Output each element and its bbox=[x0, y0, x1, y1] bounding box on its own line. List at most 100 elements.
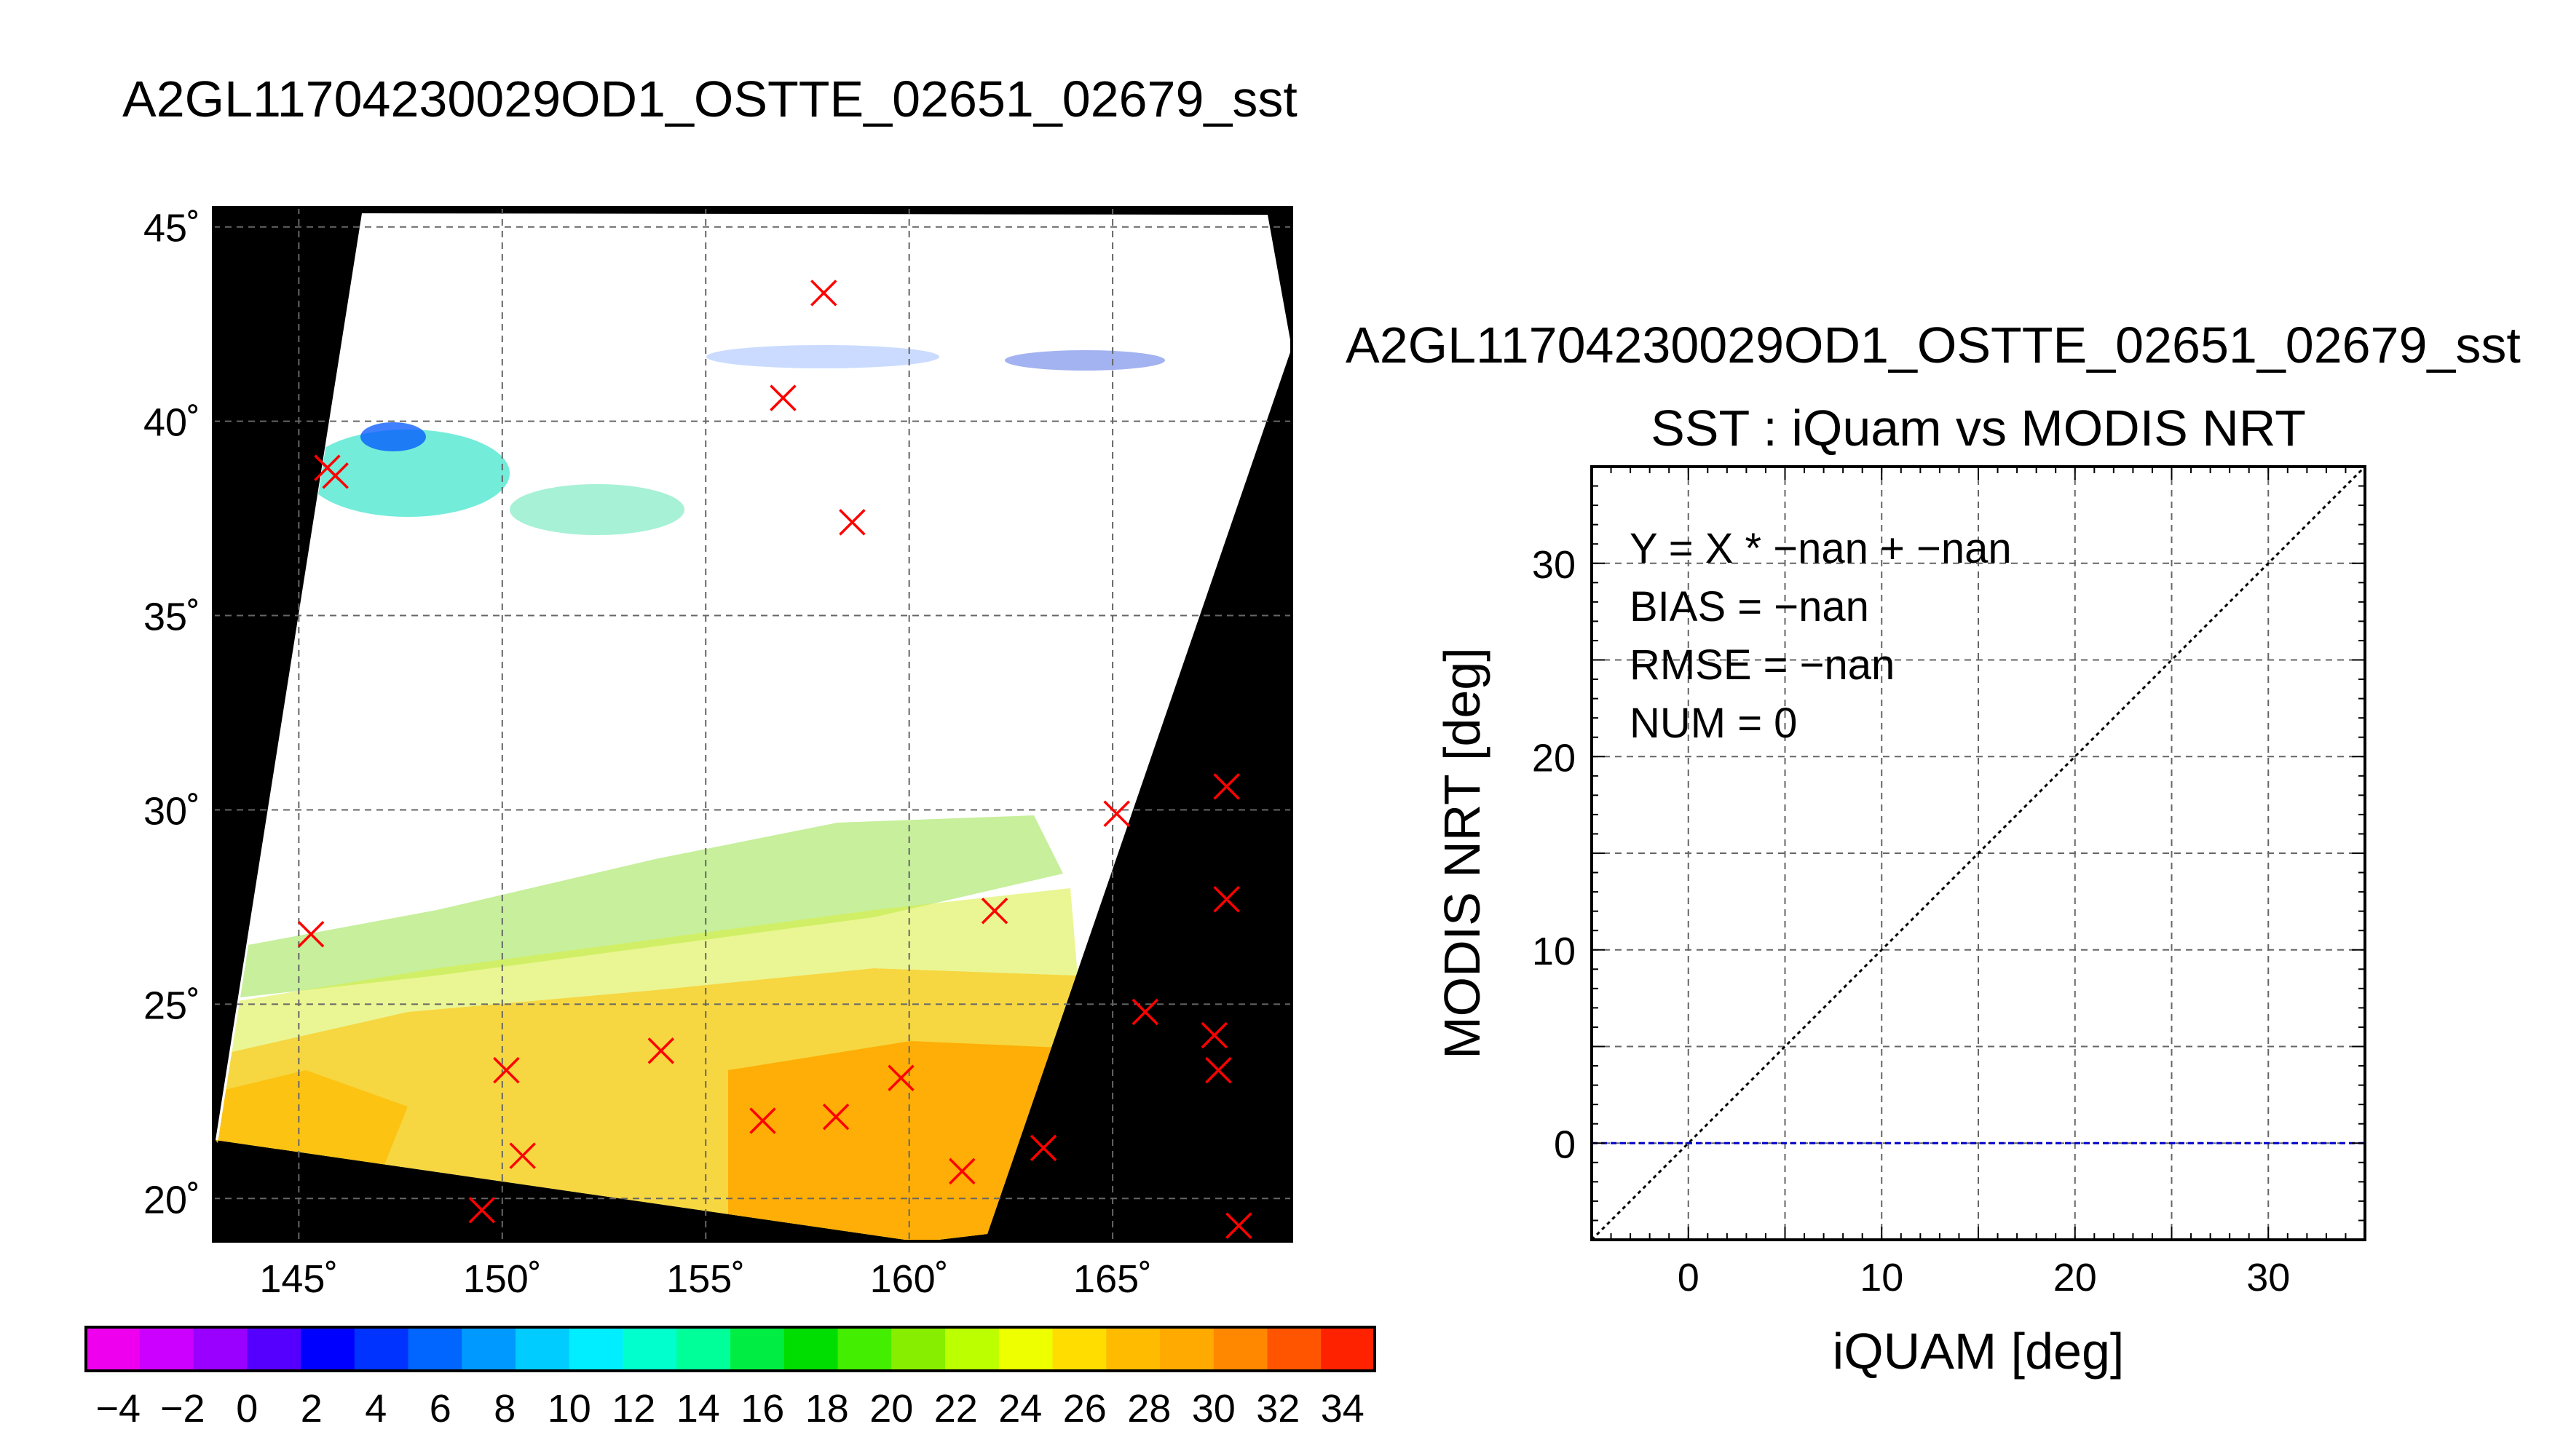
map-marker bbox=[1205, 1056, 1232, 1084]
map-marker-stroke bbox=[509, 1142, 536, 1169]
sst-patch-blue bbox=[360, 422, 426, 451]
colorbar-cell bbox=[1267, 1327, 1322, 1371]
map-y-tick-label: 20˚ bbox=[143, 1178, 200, 1222]
map-marker bbox=[770, 384, 797, 411]
map-title: A2GL11704230029OD1_OSTTE_02651_02679_sst bbox=[122, 71, 1298, 127]
scatter-title: SST : iQuam vs MODIS NRT bbox=[1651, 400, 2306, 456]
map-marker-stroke bbox=[839, 509, 866, 536]
scatter-x-tick-label: 20 bbox=[2053, 1256, 2097, 1299]
colorbar-tick-label: 12 bbox=[612, 1387, 655, 1431]
map-x-tick-label: 165˚ bbox=[1073, 1257, 1152, 1301]
sst-band-green bbox=[240, 815, 1063, 997]
map-marker-stroke bbox=[949, 1158, 976, 1185]
scatter-y-tick-label: 10 bbox=[1532, 930, 1576, 973]
map-panel: 145˚ 150˚ 155˚ 160˚ 165˚ 20˚ 25˚ 30˚ 35˚ 40˚ 45˚ bbox=[143, 206, 1293, 1301]
colorbar-cell bbox=[676, 1327, 731, 1371]
scatter-y-tick-label: 20 bbox=[1532, 736, 1576, 780]
colorbar-cell bbox=[998, 1327, 1054, 1371]
colorbar-cell bbox=[891, 1327, 946, 1371]
colorbar-cell bbox=[837, 1327, 892, 1371]
colorbar-tick-labels: −4 −2 0 2 4 6 8 10 12 14 16 18 20 22 24 26 28 30 32 34 bbox=[95, 1387, 1364, 1431]
map-marker bbox=[1103, 800, 1130, 828]
colorbar-tick-label: 6 bbox=[430, 1387, 451, 1431]
colorbar-tick-label: 4 bbox=[365, 1387, 387, 1431]
colorbar-tick-label: 8 bbox=[494, 1387, 516, 1431]
map-y-tick-label: 40˚ bbox=[143, 401, 200, 445]
map-x-tick-label: 150˚ bbox=[463, 1257, 542, 1301]
colorbar-cell bbox=[1213, 1327, 1268, 1371]
colorbar-tick-label: 24 bbox=[998, 1387, 1042, 1431]
map-marker-stroke bbox=[297, 921, 325, 948]
map-marker bbox=[949, 1158, 976, 1185]
map-x-tick-label: 160˚ bbox=[870, 1257, 949, 1301]
scatter-file-title: A2GL11704230029OD1_OSTTE_02651_02679_sst bbox=[1346, 317, 2521, 373]
scatter-x-tick-label: 30 bbox=[2246, 1256, 2290, 1299]
colorbar-cell bbox=[730, 1327, 785, 1371]
map-marker bbox=[888, 1064, 915, 1092]
colorbar-tick-label: 26 bbox=[1063, 1387, 1107, 1431]
colorbar-cell bbox=[301, 1327, 355, 1371]
map-marker-stroke bbox=[822, 1103, 850, 1131]
colorbar-cell bbox=[462, 1327, 516, 1371]
map-marker-stroke bbox=[1201, 1021, 1228, 1049]
map-markers bbox=[297, 280, 1252, 1239]
scatter-annotation-rmse: RMSE = −nan bbox=[1630, 641, 1895, 689]
map-marker bbox=[297, 921, 325, 948]
colorbar-tick-label: 10 bbox=[548, 1387, 591, 1431]
map-x-tick-labels: 145˚ 150˚ 155˚ 160˚ 165˚ bbox=[259, 1257, 1152, 1301]
colorbar-cell bbox=[945, 1327, 1000, 1371]
colorbar-tick-label: 14 bbox=[676, 1387, 720, 1431]
scatter-y-tick-labels: 0 10 20 30 bbox=[1532, 543, 1576, 1167]
colorbar-cell bbox=[139, 1327, 194, 1371]
map-marker bbox=[1201, 1021, 1228, 1049]
map-y-tick-labels: 20˚ 25˚ 30˚ 35˚ 40˚ 45˚ bbox=[143, 207, 200, 1222]
map-y-tick-label: 35˚ bbox=[143, 596, 200, 639]
map-frame bbox=[212, 206, 1293, 1243]
map-marker-stroke bbox=[1132, 998, 1159, 1026]
scatter-x-tick-label: 10 bbox=[1860, 1256, 1903, 1299]
map-marker bbox=[822, 1103, 850, 1131]
map-marker-stroke bbox=[322, 462, 349, 489]
map-marker-stroke bbox=[770, 384, 797, 411]
colorbar-tick-label: 0 bbox=[236, 1387, 258, 1431]
map-marker-stroke bbox=[1205, 1056, 1232, 1084]
map-marker bbox=[810, 280, 837, 306]
colorbar-cell bbox=[408, 1327, 462, 1371]
colorbar-cell bbox=[1106, 1327, 1161, 1371]
colorbar-cell bbox=[569, 1327, 624, 1371]
map-marker-stroke bbox=[1030, 1134, 1057, 1162]
map-marker-stroke bbox=[888, 1064, 915, 1092]
map-y-tick-label: 30˚ bbox=[143, 789, 200, 833]
map-y-tick-label: 45˚ bbox=[143, 207, 200, 250]
colorbar-cell bbox=[1321, 1327, 1375, 1371]
scatter-annotation-fit: Y = X * −nan + −nan bbox=[1630, 525, 2012, 572]
colorbar-cell bbox=[247, 1327, 301, 1371]
sst-band-orange bbox=[728, 1041, 1078, 1242]
colorbar-tick-label: 16 bbox=[741, 1387, 784, 1431]
sst-patch-faint-blue-2 bbox=[1005, 350, 1165, 371]
map-marker-stroke bbox=[647, 1037, 674, 1064]
map-marker-stroke bbox=[1225, 1212, 1252, 1239]
map-marker-stroke bbox=[493, 1056, 520, 1084]
map-marker-stroke bbox=[749, 1107, 776, 1134]
map-y-tick-label: 25˚ bbox=[143, 984, 200, 1027]
map-marker bbox=[1213, 773, 1240, 800]
scatter-y-axis-label: MODIS NRT [deg] bbox=[1434, 647, 1490, 1059]
colorbar-cell bbox=[783, 1327, 839, 1371]
map-marker bbox=[509, 1142, 536, 1169]
scatter-identity-line bbox=[1590, 465, 2366, 1241]
map-marker bbox=[493, 1056, 520, 1084]
map-marker-stroke bbox=[981, 898, 1008, 925]
map-marker-stroke bbox=[1103, 800, 1130, 828]
scatter-y-tick-label: 0 bbox=[1554, 1123, 1576, 1166]
colorbar-cell bbox=[354, 1327, 409, 1371]
map-marker bbox=[647, 1037, 674, 1064]
map-marker bbox=[322, 462, 349, 489]
map-marker bbox=[981, 898, 1008, 925]
sst-patch-teal bbox=[510, 484, 684, 535]
map-x-tick-label: 145˚ bbox=[259, 1257, 338, 1301]
scatter-minor-ticks bbox=[1591, 466, 2366, 1241]
scatter-y-tick-label: 30 bbox=[1532, 543, 1576, 587]
